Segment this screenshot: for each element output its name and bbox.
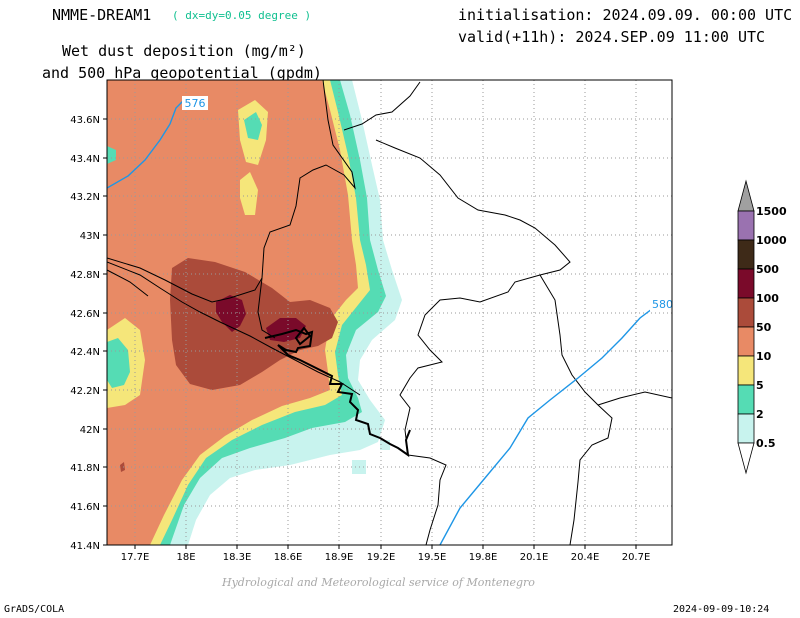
model-name: NMME-DREAM1 — [52, 6, 152, 24]
lat-label: 41.4N — [70, 541, 100, 552]
colorbar-top-arrow — [737, 179, 755, 212]
contour-label-576: 576 — [185, 97, 206, 110]
colorbar-swatch — [737, 297, 755, 328]
gridlines — [107, 80, 672, 545]
colorbar-swatch — [737, 326, 755, 357]
lon-label: 20.7E — [622, 552, 651, 563]
lon-label: 19.2E — [367, 552, 396, 563]
lon-label: 20.1E — [520, 552, 549, 563]
lat-label: 43N — [80, 231, 100, 242]
deposition-0.5-speck-2 — [380, 440, 390, 450]
map-title-line2: and 500 hPa geopotential (gpdm) — [42, 64, 322, 82]
deposition-50-speck — [120, 462, 125, 472]
deposition-2-patch-west — [107, 338, 130, 388]
generated-timestamp: 2024-09-09-10:24 — [673, 604, 770, 615]
coastline — [264, 326, 411, 458]
lon-label: 19.5E — [418, 552, 447, 563]
country-borders — [107, 80, 672, 545]
axis-ticks — [103, 118, 637, 549]
longitude-labels: 17.7E 18E 18.3E 18.6E 18.9E 19.2E 19.5E … — [121, 552, 651, 563]
map-title-line1: Wet dust deposition (mg/m²) — [62, 42, 306, 60]
colorbar-swatch — [737, 413, 755, 444]
contour-label-580: 580 — [652, 298, 673, 311]
colorbar-swatch — [737, 355, 755, 386]
colorbar-label: 2 — [756, 408, 764, 421]
resolution-label: ( dx=dy=0.05 degree ) — [172, 9, 312, 22]
lat-label: 41.8N — [70, 463, 100, 474]
lat-label: 42.2N — [70, 386, 100, 397]
colorbar-swatch — [737, 239, 755, 270]
software-label: GrADS/COLA — [4, 604, 65, 615]
lat-label: 43.4N — [70, 154, 100, 165]
colorbar-swatch — [737, 268, 755, 299]
colorbar-label: 0.5 — [756, 437, 776, 450]
deposition-50-area — [170, 258, 338, 390]
geopotential-contours — [107, 97, 672, 545]
deposition-2-patch-nw — [107, 146, 116, 164]
lon-label: 17.7E — [121, 552, 150, 563]
colorbar-label: 100 — [756, 292, 779, 305]
colorbar-label: 10 — [756, 350, 772, 363]
colorbar-label: 5 — [756, 379, 764, 392]
colorbar-swatch — [737, 210, 755, 241]
lat-label: 41.6N — [70, 502, 100, 513]
lat-label: 43.2N — [70, 192, 100, 203]
deposition-5-patch-2 — [240, 172, 258, 215]
valid-time: valid(+11h): 2024.SEP.09 11:00 UTC — [458, 28, 766, 46]
contour-label-580-box — [650, 297, 672, 311]
lat-label: 42.8N — [70, 270, 100, 281]
deposition-2-patch — [244, 112, 262, 140]
colorbar-label: 1500 — [756, 205, 787, 218]
lon-label: 19.8E — [469, 552, 498, 563]
colorbar-labels: 1500 1000 500 100 50 10 5 2 0.5 — [756, 205, 787, 450]
initialisation-time: initialisation: 2024.09.09. 00:00 UTC — [458, 6, 793, 24]
deposition-field: 576 580 — [107, 80, 673, 545]
lat-label: 42.6N — [70, 309, 100, 320]
lon-label: 18.9E — [325, 552, 354, 563]
lat-label: 42N — [80, 425, 100, 436]
latitude-labels: 43.6N 43.4N 43.2N 43N 42.8N 42.6N 42.4N … — [70, 115, 100, 552]
contour-label-576-box — [182, 96, 208, 110]
colorbar-bottom-arrow — [737, 442, 755, 475]
lon-label: 20.4E — [571, 552, 600, 563]
colorbar-label: 50 — [756, 321, 772, 334]
colorbar — [737, 179, 755, 475]
colorbar-label: 1000 — [756, 234, 787, 247]
credit-text: Hydrological and Meteorological service … — [222, 576, 535, 589]
lon-label: 18.6E — [274, 552, 303, 563]
colorbar-swatch — [737, 384, 755, 415]
lon-label: 18E — [176, 552, 195, 563]
lat-label: 43.6N — [70, 115, 100, 126]
lon-label: 18.3E — [223, 552, 252, 563]
colorbar-label: 500 — [756, 263, 779, 276]
lat-label: 42.4N — [70, 347, 100, 358]
